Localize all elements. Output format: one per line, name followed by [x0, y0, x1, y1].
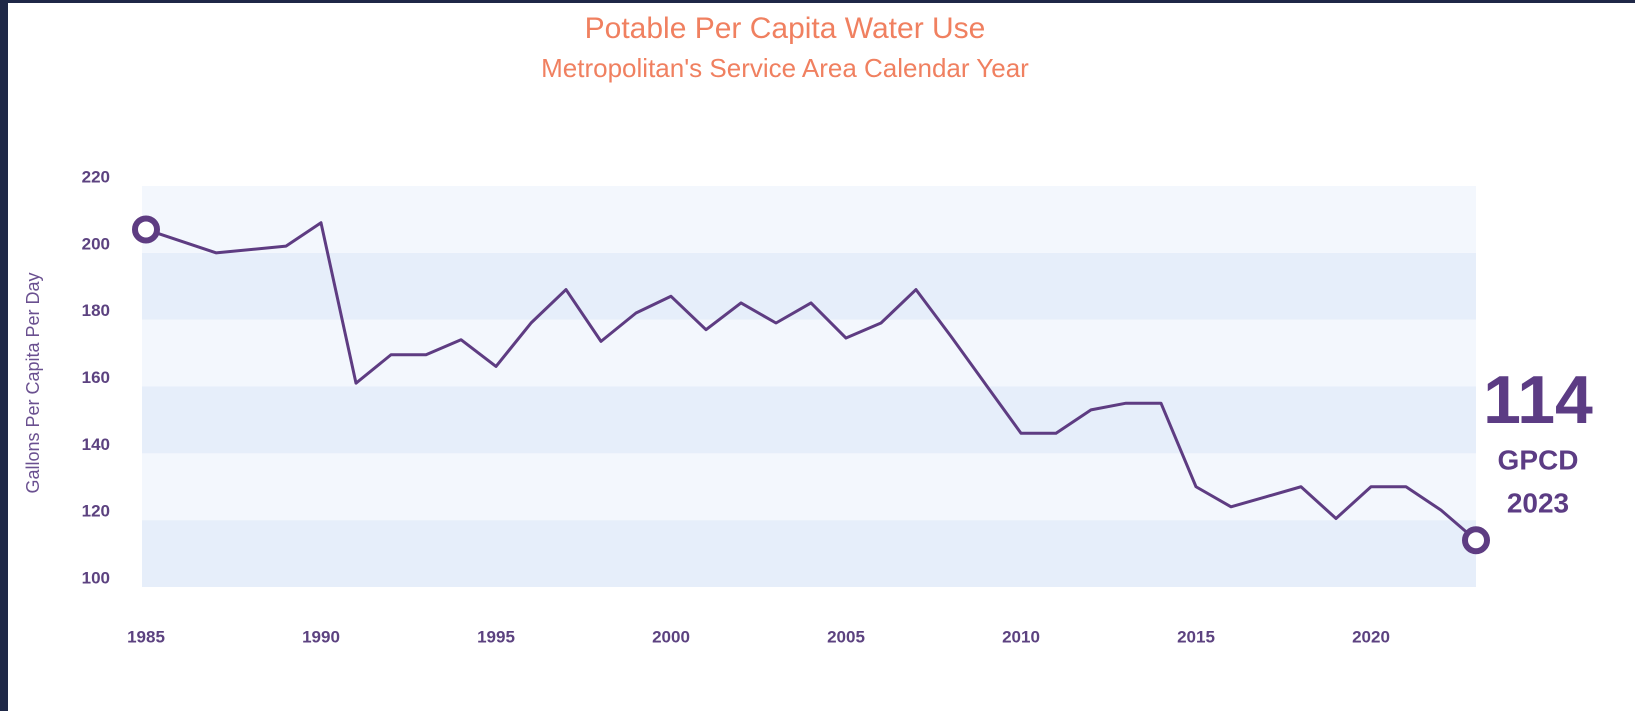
band — [142, 386, 1476, 454]
x-tick-label: 1990 — [302, 627, 340, 646]
y-tick-label: 140 — [82, 435, 110, 454]
chart-subtitle: Metropolitan's Service Area Calendar Yea… — [541, 53, 1029, 83]
x-tick-label: 2000 — [652, 627, 690, 646]
y-axis-label: Gallons Per Capita Per Day — [23, 272, 43, 493]
x-tick-label: 2005 — [827, 627, 865, 646]
annotation-year: 2023 — [1507, 487, 1569, 518]
annotation-value: 114 — [1483, 362, 1593, 438]
band — [142, 319, 1476, 387]
band — [142, 453, 1476, 521]
x-tick-label: 1985 — [127, 627, 165, 646]
y-tick-label: 120 — [82, 502, 110, 521]
chart-title: Potable Per Capita Water Use — [585, 12, 986, 45]
y-tick-label: 180 — [82, 301, 110, 320]
y-tick-label: 220 — [82, 167, 110, 186]
x-tick-label: 2015 — [1177, 627, 1215, 646]
page: Potable Per Capita Water Use Metropolita… — [8, 3, 1635, 711]
x-tick-label: 1995 — [477, 627, 515, 646]
y-tick-label: 200 — [82, 234, 110, 253]
end-marker — [132, 215, 160, 244]
annotation-unit: GPCD — [1498, 444, 1579, 475]
band — [142, 252, 1476, 320]
x-tick-label: 2010 — [1002, 627, 1040, 646]
x-tick-label: 2020 — [1352, 627, 1390, 646]
y-tick-label: 100 — [82, 568, 110, 587]
y-tick-label: 160 — [82, 368, 110, 387]
band — [142, 520, 1476, 587]
band — [142, 186, 1476, 253]
end-marker — [1462, 526, 1490, 555]
series-line — [145, 221, 1477, 542]
